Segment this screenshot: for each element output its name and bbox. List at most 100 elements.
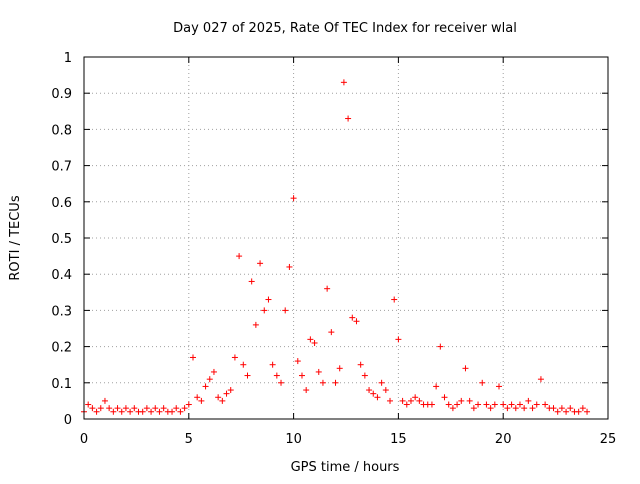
data-point [332, 379, 339, 386]
data-point [269, 361, 276, 368]
data-point [454, 401, 461, 408]
data-point [311, 339, 318, 346]
data-point [412, 394, 419, 401]
y-tick-label: 0.4 [51, 268, 72, 283]
data-point [445, 401, 452, 408]
data-point [210, 368, 217, 375]
data-point [479, 379, 486, 386]
axis-ticks [83, 56, 609, 420]
data-point [181, 405, 188, 412]
x-tick-labels: 0 5 10 15 20 25 [80, 432, 616, 447]
y-tick-labels: 0 0.1 0.2 0.3 0.4 0.5 0.6 0.7 0.8 0.9 1 [51, 51, 72, 428]
data-point [219, 397, 226, 404]
data-point [529, 405, 536, 412]
y-tick-label: 0.3 [51, 304, 72, 319]
data-point [303, 387, 310, 394]
data-point [110, 408, 117, 415]
y-tick-label: 0.5 [51, 232, 72, 247]
data-point [353, 318, 360, 325]
x-tick-label: 15 [390, 432, 407, 447]
data-point [395, 336, 402, 343]
data-point [508, 401, 515, 408]
data-point [231, 354, 238, 361]
x-tick-label: 0 [80, 432, 88, 447]
y-tick-label: 0 [64, 413, 72, 428]
data-point [156, 408, 163, 415]
data-point [189, 354, 196, 361]
data-point [236, 253, 243, 260]
data-point [487, 405, 494, 412]
grid [84, 57, 608, 419]
data-point [349, 314, 356, 321]
data-point [152, 405, 159, 412]
data-point [278, 379, 285, 386]
data-point [496, 383, 503, 390]
data-point [93, 408, 100, 415]
data-point [294, 358, 301, 365]
data-point [240, 361, 247, 368]
data-point [257, 260, 264, 267]
data-point [374, 394, 381, 401]
data-point [575, 408, 582, 415]
data-point [315, 368, 322, 375]
data-point [206, 376, 213, 383]
x-tick-label: 20 [495, 432, 512, 447]
data-point [160, 405, 167, 412]
y-axis-label: ROTI / TECUs [8, 195, 23, 280]
data-point [106, 405, 113, 412]
data-point [366, 387, 373, 394]
data-point [521, 405, 528, 412]
data-point [533, 401, 540, 408]
x-tick-label: 5 [185, 432, 193, 447]
data-point [391, 296, 398, 303]
data-point [265, 296, 272, 303]
data-point [101, 397, 108, 404]
data-point [567, 405, 574, 412]
data-point [345, 115, 352, 122]
data-point [516, 401, 523, 408]
data-point [399, 397, 406, 404]
y-tick-label: 0.8 [51, 123, 72, 138]
data-point [449, 405, 456, 412]
data-point [127, 408, 134, 415]
data-point [97, 405, 104, 412]
data-point [273, 372, 280, 379]
data-point [185, 401, 192, 408]
data-point [261, 307, 268, 314]
data-point [550, 405, 557, 412]
data-point [466, 397, 473, 404]
y-tick-label: 0.1 [51, 377, 72, 392]
data-point [319, 379, 326, 386]
data-point [361, 372, 368, 379]
data-point [500, 401, 507, 408]
data-point [563, 408, 570, 415]
data-point [504, 405, 511, 412]
y-tick-label: 0.2 [51, 341, 72, 356]
data-point [475, 401, 482, 408]
data-point [407, 397, 414, 404]
data-point [462, 365, 469, 372]
data-point [579, 405, 586, 412]
data-point [169, 408, 176, 415]
data-point [198, 397, 205, 404]
data-points [81, 79, 591, 415]
data-point [537, 376, 544, 383]
data-point [290, 195, 297, 202]
data-point [131, 405, 138, 412]
data-point [336, 365, 343, 372]
data-point [248, 278, 255, 285]
data-point [244, 372, 251, 379]
data-point [223, 390, 230, 397]
data-point [307, 336, 314, 343]
data-point [143, 405, 150, 412]
data-point [148, 408, 155, 415]
data-point [458, 397, 465, 404]
data-point [139, 408, 146, 415]
data-point [558, 405, 565, 412]
data-point [387, 397, 394, 404]
data-point [202, 383, 209, 390]
data-point [173, 405, 180, 412]
data-point [215, 394, 222, 401]
data-point [378, 379, 385, 386]
